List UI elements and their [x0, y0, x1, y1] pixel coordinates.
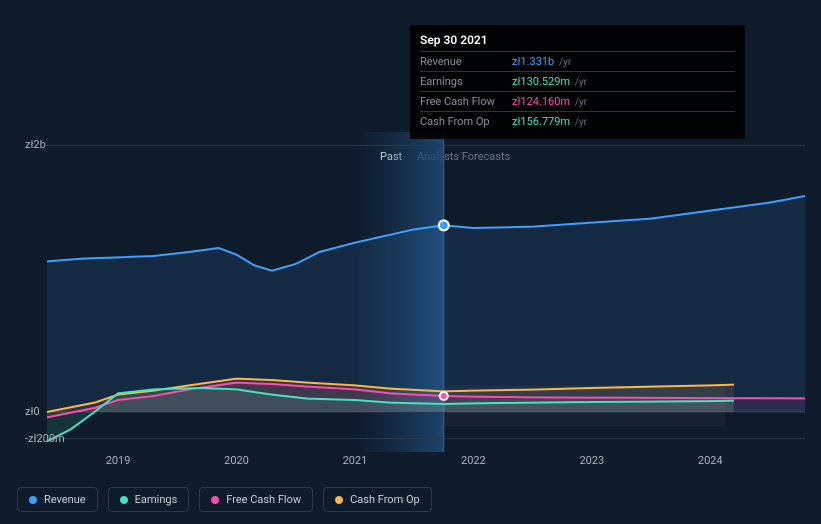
legend-item-fcf[interactable]: Free Cash Flow	[199, 487, 313, 512]
y-axis-label: -zł200m	[25, 432, 65, 445]
legend-label: Cash From Op	[350, 493, 420, 506]
legend-label: Free Cash Flow	[226, 493, 301, 506]
x-axis-label: 2021	[343, 454, 368, 467]
tooltip-metric-value: zł124.160m /yr	[512, 95, 735, 108]
tooltip-metric-label: Free Cash Flow	[420, 95, 512, 108]
x-axis-label: 2022	[461, 454, 486, 467]
legend-item-earnings[interactable]: Earnings	[108, 487, 190, 512]
chart-svg	[47, 132, 805, 452]
x-axis-label: 2020	[224, 454, 249, 467]
legend-label: Revenue	[44, 493, 86, 506]
tooltip-row: Cash From Opzł156.779m /yr	[420, 111, 735, 131]
y-axis-label: zł2b	[25, 138, 46, 151]
legend-item-revenue[interactable]: Revenue	[17, 487, 98, 512]
legend: Revenue Earnings Free Cash Flow Cash From O…	[17, 487, 432, 512]
financial-chart: Sep 30 2021 Revenuezł1.331b /yrEarningsz…	[17, 10, 805, 470]
x-axis-label: 2024	[698, 454, 723, 467]
tooltip-row: Earningszł130.529m /yr	[420, 71, 735, 91]
tooltip-metric-value: zł130.529m /yr	[512, 75, 735, 88]
tooltip-date: Sep 30 2021	[420, 33, 735, 47]
tooltip-row: Free Cash Flowzł124.160m /yr	[420, 91, 735, 111]
y-axis-label: zł0	[25, 405, 40, 418]
x-axis-label: 2019	[106, 454, 131, 467]
tooltip-row: Revenuezł1.331b /yr	[420, 51, 735, 71]
legend-item-cashop[interactable]: Cash From Op	[323, 487, 432, 512]
legend-dot-icon	[120, 496, 128, 504]
legend-label: Earnings	[135, 493, 178, 506]
tooltip-metric-label: Cash From Op	[420, 115, 512, 128]
legend-dot-icon	[29, 496, 37, 504]
tooltip-metric-value: zł156.779m /yr	[512, 115, 735, 128]
plot-area	[47, 132, 805, 452]
x-axis-label: 2023	[579, 454, 604, 467]
tooltip-metric-label: Revenue	[420, 55, 512, 68]
tooltip-metric-label: Earnings	[420, 75, 512, 88]
chart-tooltip: Sep 30 2021 Revenuezł1.331b /yrEarningsz…	[410, 25, 745, 139]
legend-dot-icon	[211, 496, 219, 504]
tooltip-metric-value: zł1.331b /yr	[512, 55, 735, 68]
legend-dot-icon	[335, 496, 343, 504]
